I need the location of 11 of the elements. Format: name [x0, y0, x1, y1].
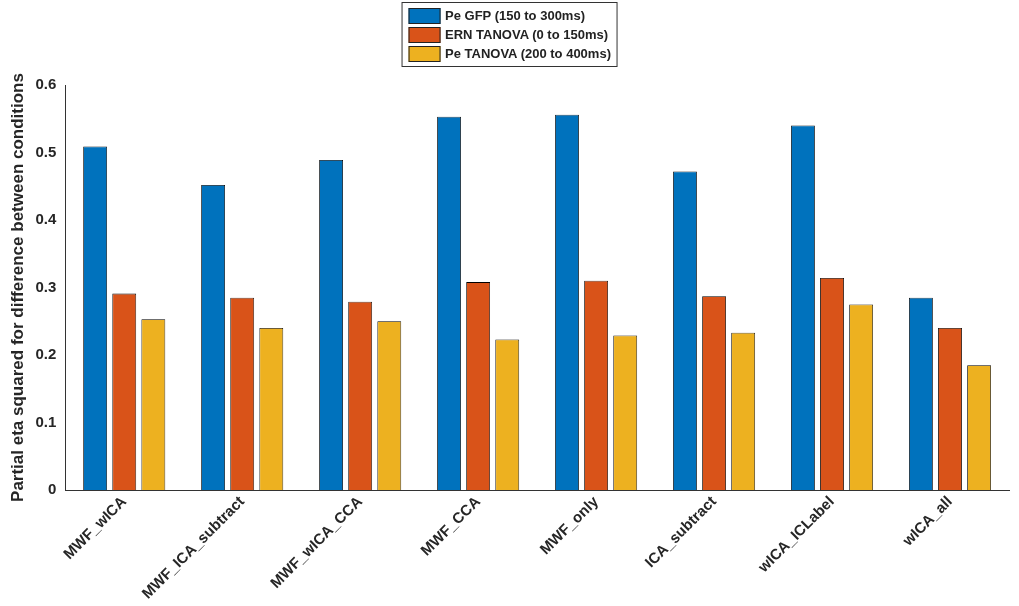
y-axis-title: Partial eta squared for difference between conditions	[7, 73, 27, 502]
y-tick-label: 0.4	[35, 210, 57, 228]
legend-label: Pe TANOVA (200 to 400ms)	[445, 46, 611, 61]
y-tick-label: 0	[47, 480, 57, 498]
y-tick-label: 0.2	[35, 345, 57, 363]
y-tick-label: 0.6	[35, 75, 57, 93]
y-tick-label: 0.5	[35, 142, 57, 160]
y-tick-label: 0.3	[35, 277, 57, 295]
y-tick-label: 0.1	[35, 412, 57, 430]
legend-label: Pe GFP (150 to 300ms)	[445, 8, 585, 23]
legend-label: ERN TANOVA (0 to 150ms)	[445, 27, 609, 42]
